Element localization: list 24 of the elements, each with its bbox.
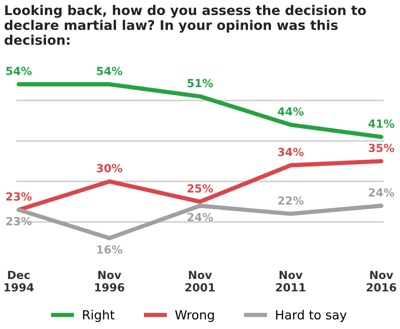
data-label: 22% [278, 196, 304, 205]
x-tick-label: Nov 1996 [95, 270, 124, 292]
data-label: 34% [278, 148, 304, 156]
x-tick-label: Nov 2011 [276, 270, 306, 292]
x-tick-label: Dec 1994 [4, 270, 34, 292]
data-label: 24% [368, 188, 394, 197]
data-label: 30% [96, 164, 122, 172]
data-label: 35% [368, 144, 394, 152]
legend-label: Wrong [175, 310, 214, 322]
x-tick-label: Nov 2016 [366, 270, 396, 292]
data-label: 54% [96, 66, 122, 76]
data-label: 44% [278, 107, 304, 116]
legend-label: Right [83, 310, 114, 322]
data-label: 41% [368, 119, 394, 128]
legend-label: Hard to say [276, 310, 347, 322]
data-label: 24% [188, 212, 213, 222]
data-label: 23% [6, 192, 32, 201]
data-label: 16% [97, 245, 122, 254]
data-label: 54% [6, 66, 32, 76]
data-label: 23% [6, 216, 32, 226]
data-label: 25% [188, 184, 213, 193]
x-tick-label: Nov 2001 [185, 270, 215, 292]
chart-title: Looking back, how do you assess the decision to declare martial law? In your opinion was this decision: [4, 4, 366, 45]
data-label: 51% [188, 78, 213, 88]
